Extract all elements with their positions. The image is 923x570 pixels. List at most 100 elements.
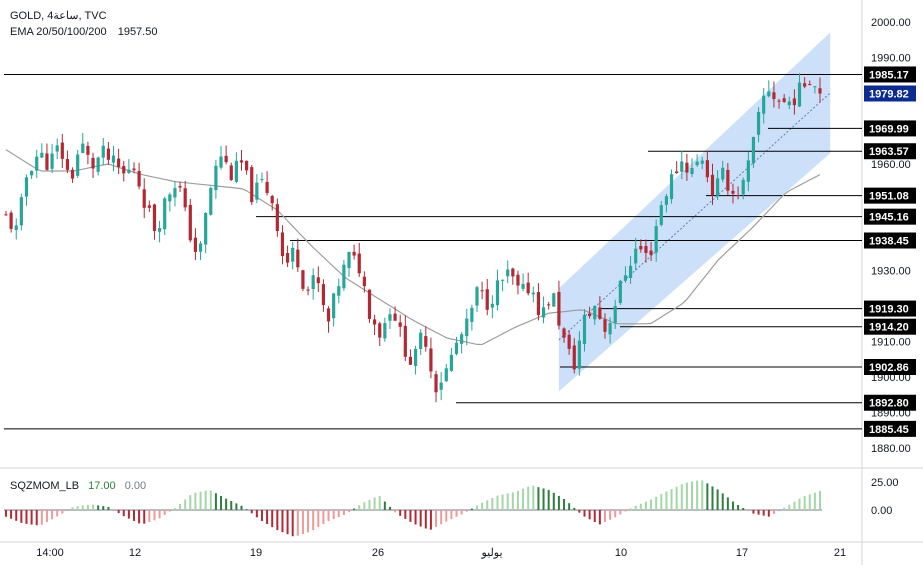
candle-body (434, 374, 438, 393)
momentum-bar (363, 502, 366, 510)
x-tick-label: 14:00 (36, 547, 64, 559)
momentum-bar (747, 510, 750, 512)
momentum-bar (808, 494, 811, 510)
momentum-bar (383, 501, 386, 510)
y-tick-label: 2000.00 (871, 17, 911, 29)
momentum-bar (819, 490, 821, 510)
candle-body (198, 243, 203, 252)
momentum-bar (598, 510, 601, 525)
momentum-bar (225, 498, 228, 510)
candle-body (541, 307, 546, 318)
momentum-bar (731, 501, 734, 510)
momentum-bar (25, 510, 28, 524)
candle-body (598, 307, 602, 319)
candle-body (393, 313, 397, 321)
candle-body (634, 248, 638, 264)
candle-body (367, 289, 372, 319)
candle-body (163, 198, 167, 230)
candle-body (547, 304, 551, 306)
momentum-bar (465, 510, 468, 512)
momentum-bar (66, 510, 69, 511)
momentum-bar (189, 495, 192, 510)
momentum-bar (10, 510, 13, 519)
momentum-bar (307, 510, 310, 533)
candle-body (188, 204, 192, 241)
candle-body (500, 279, 505, 281)
momentum-bar (742, 508, 745, 510)
momentum-zero: 0.00 (124, 480, 147, 492)
candle-body (485, 289, 489, 310)
candle-body (803, 83, 807, 87)
momentum-bar (86, 504, 89, 510)
price-label-box (864, 143, 916, 160)
momentum-bar (30, 510, 33, 525)
momentum-bar (516, 490, 519, 510)
momentum-bar (716, 489, 719, 510)
momentum-bar (214, 493, 217, 510)
x-tick-label: 17 (736, 547, 748, 559)
candle-body (628, 265, 633, 278)
momentum-bar (573, 507, 576, 510)
candle-body (736, 195, 740, 197)
price-label-box (864, 358, 916, 375)
price-label-text: 1938.45 (869, 236, 909, 248)
candle-body (29, 170, 34, 176)
candle-body (142, 189, 146, 208)
momentum-bar (414, 510, 417, 525)
price-label-box (864, 318, 916, 335)
price-label-text: 1985.17 (869, 69, 909, 81)
candle-body (454, 342, 459, 354)
momentum-bar (419, 510, 422, 527)
candle-body (685, 162, 689, 173)
momentum-bar (266, 510, 269, 525)
candle-body (419, 332, 423, 349)
momentum-bar (552, 492, 555, 510)
candle-body (4, 214, 8, 216)
candle-body (480, 290, 484, 292)
candle-body (746, 160, 750, 182)
candle-body (14, 225, 18, 231)
momentum-bar (670, 489, 673, 510)
momentum-bar (752, 510, 755, 514)
candle-body (731, 190, 735, 194)
momentum-bar (368, 499, 371, 510)
momentum-bar (148, 510, 151, 523)
candle-body (357, 253, 361, 274)
candle-body (250, 167, 254, 203)
price-label-box (864, 187, 916, 204)
candle-body (45, 153, 49, 170)
momentum-bar (711, 486, 714, 510)
momentum-bar (173, 508, 176, 510)
candle-body (705, 160, 709, 178)
candle-body (516, 274, 520, 286)
momentum-bar (35, 510, 38, 526)
candle-body (229, 165, 233, 180)
candle-body (403, 325, 407, 357)
candle-body (659, 205, 663, 225)
momentum-bar (680, 484, 683, 510)
candle-body (639, 246, 643, 250)
momentum-bar (117, 510, 120, 514)
candle-body (398, 322, 402, 327)
price-label-text: 1919.30 (869, 304, 909, 316)
momentum-bar (532, 485, 535, 510)
candle-body (465, 318, 469, 337)
momentum-bar (296, 510, 299, 536)
momentum-bar (547, 489, 550, 510)
momentum-bar (245, 509, 248, 511)
momentum-bar (179, 503, 182, 510)
price-label-box (864, 232, 916, 249)
candle-body (700, 160, 704, 164)
candle-body (772, 92, 776, 100)
candle-body (644, 246, 648, 253)
momentum-bar (168, 510, 171, 512)
momentum-bar (291, 510, 294, 537)
candle-body (326, 308, 331, 322)
candle-body (96, 157, 100, 172)
candle-body (792, 98, 797, 106)
candle-body (76, 154, 80, 176)
momentum-bar (701, 480, 704, 510)
momentum-bar (593, 510, 596, 523)
